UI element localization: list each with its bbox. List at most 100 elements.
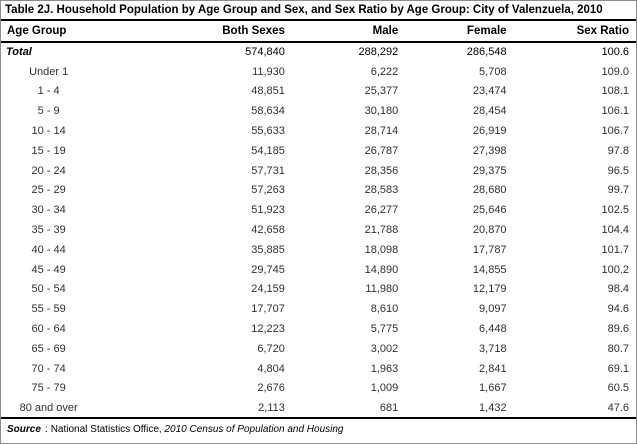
source-label: Source bbox=[7, 424, 41, 436]
age-group-cell: 35 - 39 bbox=[31, 224, 66, 237]
age-group-cell: 25 - 29 bbox=[31, 184, 66, 197]
age-group-cell: Total bbox=[6, 46, 32, 59]
age-group-cell: 1 - 4 bbox=[37, 85, 60, 98]
female-cell: 20,870 bbox=[472, 224, 507, 237]
age-group-cell: 55 - 59 bbox=[31, 303, 66, 316]
female-cell: 2,841 bbox=[479, 362, 507, 375]
sex-ratio-cell: 97.8 bbox=[607, 144, 629, 157]
column-header-both-sexes: Both Sexes bbox=[96, 21, 285, 43]
both-sexes-cell: 51,923 bbox=[251, 204, 285, 217]
both-sexes-cell: 42,658 bbox=[251, 224, 285, 237]
age-group-cell: 60 - 64 bbox=[31, 323, 66, 336]
female-cell: 17,787 bbox=[472, 243, 507, 256]
age-group-cell: 50 - 54 bbox=[31, 283, 66, 296]
table-row: 35 - 39 42,658 21,788 20,870 104.4 bbox=[1, 220, 636, 240]
both-sexes-cell: 6,720 bbox=[257, 342, 285, 355]
source-note: Source: National Statistics Office, 2010 … bbox=[1, 419, 636, 437]
table-row: 20 - 24 57,731 28,356 29,375 96.5 bbox=[1, 161, 636, 181]
both-sexes-cell: 574,840 bbox=[245, 46, 285, 59]
table-row: 30 - 34 51,923 26,277 25,646 102.5 bbox=[1, 200, 636, 220]
sex-ratio-cell: 102.5 bbox=[601, 204, 629, 217]
population-table: Age Group Both Sexes Male Female Sex Rat… bbox=[1, 21, 636, 420]
sex-ratio-cell: 104.4 bbox=[601, 224, 629, 237]
header-row: Age Group Both Sexes Male Female Sex Rat… bbox=[1, 21, 636, 43]
sex-ratio-cell: 98.4 bbox=[607, 283, 629, 296]
female-cell: 26,919 bbox=[472, 125, 507, 138]
age-group-cell: 15 - 19 bbox=[31, 144, 66, 157]
female-cell: 29,375 bbox=[472, 164, 507, 177]
table-row: 80 and over 2,113 681 1,432 47.6 bbox=[1, 398, 636, 418]
age-group-cell: 45 - 49 bbox=[31, 263, 66, 276]
female-cell: 3,718 bbox=[479, 342, 507, 355]
age-group-cell: 65 - 69 bbox=[31, 342, 66, 355]
both-sexes-cell: 48,851 bbox=[251, 85, 285, 98]
table-title: Table 2J. Household Population by Age Gr… bbox=[1, 1, 636, 21]
both-sexes-cell: 57,263 bbox=[251, 184, 285, 197]
source-separator: : bbox=[44, 424, 48, 436]
source-citation: 2010 Census of Population and Housing bbox=[164, 424, 344, 436]
female-cell: 25,646 bbox=[472, 204, 507, 217]
table-row: Total 574,840 288,292 286,548 100.6 bbox=[1, 42, 636, 62]
both-sexes-cell: 12,223 bbox=[251, 323, 285, 336]
age-group-cell: 20 - 24 bbox=[31, 164, 66, 177]
sex-ratio-cell: 96.5 bbox=[607, 164, 629, 177]
sex-ratio-cell: 100.6 bbox=[601, 46, 629, 59]
female-cell: 23,474 bbox=[472, 85, 507, 98]
age-group-cell: Under 1 bbox=[29, 65, 69, 78]
table-body: Total 574,840 288,292 286,548 100.6 Under 1 11… bbox=[1, 42, 636, 418]
male-cell: 1,009 bbox=[370, 382, 399, 395]
female-cell: 286,548 bbox=[466, 46, 507, 59]
sex-ratio-cell: 106.1 bbox=[601, 105, 629, 118]
both-sexes-cell: 55,633 bbox=[251, 125, 285, 138]
sex-ratio-cell: 47.6 bbox=[607, 401, 629, 414]
age-group-cell: 70 - 74 bbox=[31, 362, 66, 375]
both-sexes-cell: 17,707 bbox=[251, 303, 285, 316]
sex-ratio-cell: 109.0 bbox=[601, 65, 629, 78]
male-cell: 5,775 bbox=[370, 323, 399, 336]
male-cell: 30,180 bbox=[364, 105, 399, 118]
both-sexes-cell: 24,159 bbox=[251, 283, 285, 296]
sex-ratio-cell: 106.7 bbox=[601, 125, 629, 138]
sex-ratio-cell: 108.1 bbox=[601, 85, 629, 98]
both-sexes-cell: 4,804 bbox=[257, 362, 285, 375]
female-cell: 28,454 bbox=[472, 105, 507, 118]
male-cell: 14,890 bbox=[364, 263, 399, 276]
table-row: 5 - 9 58,634 30,180 28,454 106.1 bbox=[1, 101, 636, 121]
table-row: 70 - 74 4,804 1,963 2,841 69.1 bbox=[1, 359, 636, 379]
sex-ratio-cell: 80.7 bbox=[607, 342, 629, 355]
male-cell: 18,098 bbox=[364, 243, 399, 256]
table-row: 50 - 54 24,159 11,980 12,179 98.4 bbox=[1, 280, 636, 300]
female-cell: 1,432 bbox=[479, 401, 507, 414]
male-cell: 21,788 bbox=[364, 224, 399, 237]
age-group-cell: 10 - 14 bbox=[31, 125, 66, 138]
both-sexes-cell: 35,885 bbox=[251, 243, 285, 256]
female-cell: 12,179 bbox=[472, 283, 507, 296]
table-row: 65 - 69 6,720 3,002 3,718 80.7 bbox=[1, 339, 636, 359]
sex-ratio-cell: 60.5 bbox=[607, 382, 629, 395]
table-header: Age Group Both Sexes Male Female Sex Rat… bbox=[1, 21, 636, 43]
table-row: 40 - 44 35,885 18,098 17,787 101.7 bbox=[1, 240, 636, 260]
age-group-cell: 75 - 79 bbox=[31, 382, 66, 395]
table-row: 25 - 29 57,263 28,583 28,680 99.7 bbox=[1, 181, 636, 201]
table-row: 15 - 19 54,185 26,787 27,398 97.8 bbox=[1, 141, 636, 161]
male-cell: 26,277 bbox=[364, 204, 399, 217]
male-cell: 8,610 bbox=[370, 303, 399, 316]
male-cell: 1,963 bbox=[370, 362, 399, 375]
age-group-cell: 80 and over bbox=[19, 401, 78, 414]
source-organization: National Statistics Office, bbox=[50, 424, 162, 436]
column-header-sex-ratio: Sex Ratio bbox=[506, 21, 636, 43]
sex-ratio-cell: 94.6 bbox=[607, 303, 629, 316]
both-sexes-cell: 57,731 bbox=[251, 164, 285, 177]
female-cell: 9,097 bbox=[479, 303, 507, 316]
female-cell: 27,398 bbox=[472, 144, 507, 157]
both-sexes-cell: 2,113 bbox=[258, 401, 285, 414]
male-cell: 6,222 bbox=[370, 65, 399, 78]
age-group-cell: 30 - 34 bbox=[31, 204, 66, 217]
male-cell: 11,980 bbox=[365, 283, 399, 296]
sex-ratio-cell: 99.7 bbox=[607, 184, 629, 197]
column-header-female: Female bbox=[398, 21, 507, 43]
male-cell: 288,292 bbox=[358, 46, 399, 59]
table-row: 10 - 14 55,633 28,714 26,919 106.7 bbox=[1, 121, 636, 141]
male-cell: 28,583 bbox=[364, 184, 399, 197]
